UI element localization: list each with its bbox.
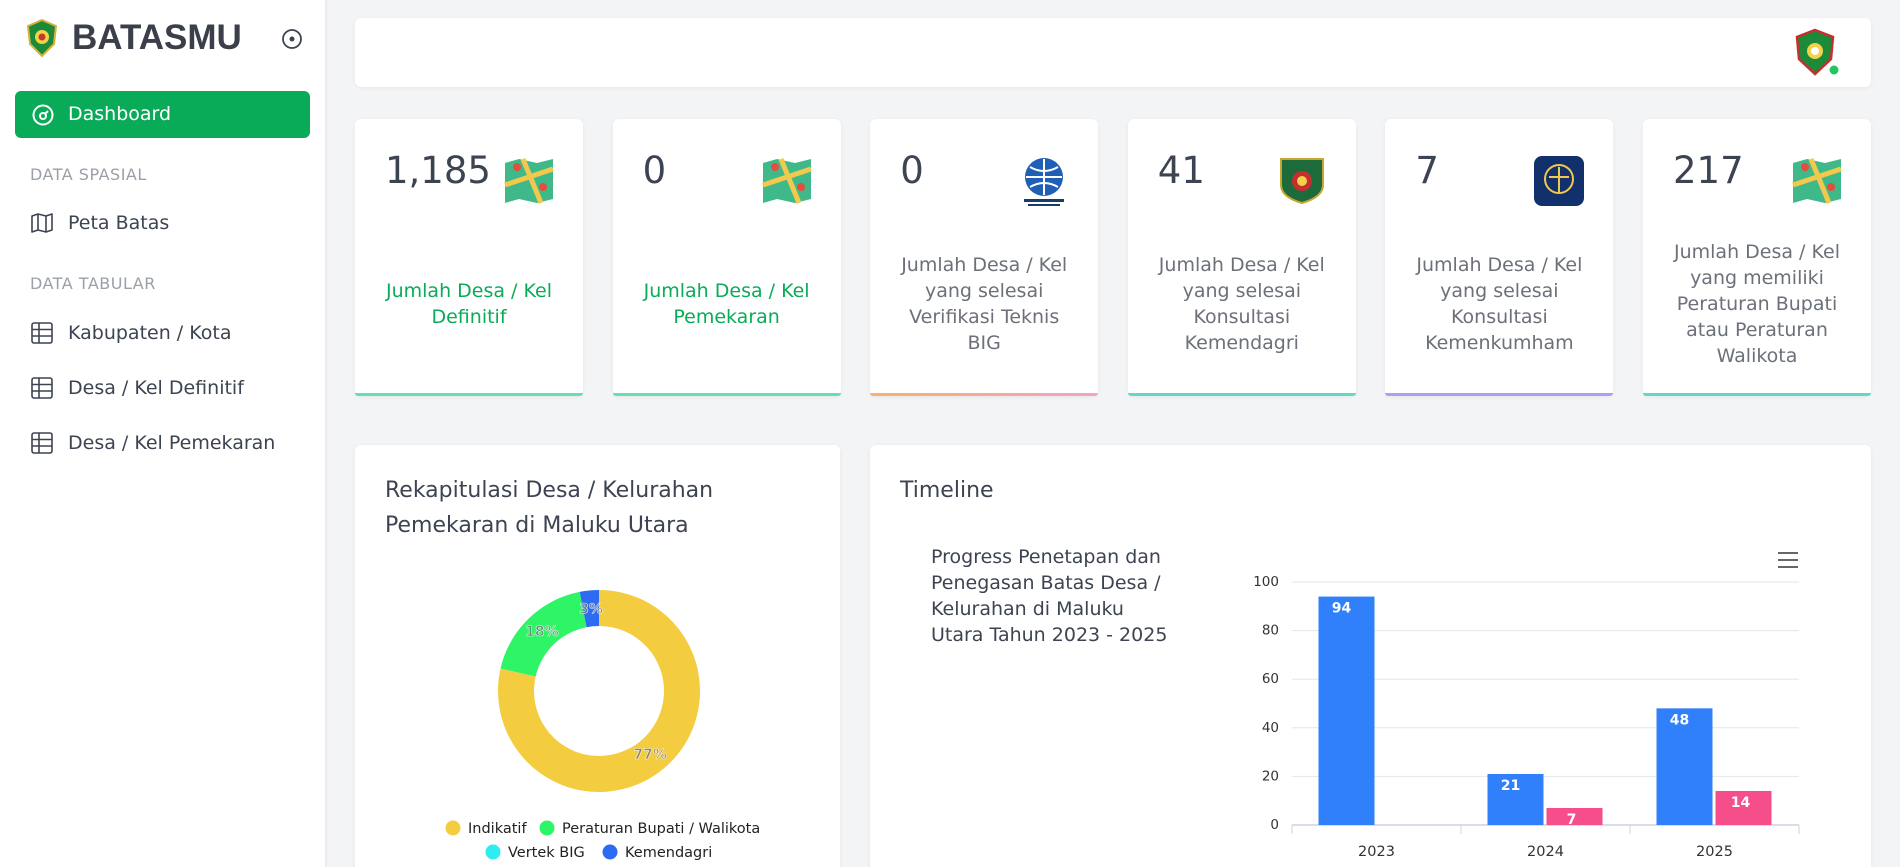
toggle-button[interactable] bbox=[280, 27, 304, 51]
brand: BATASMU bbox=[72, 18, 242, 57]
stat-card: 0 Jumlah Desa / Kel Pemekaran bbox=[612, 119, 841, 396]
nav-dashboard[interactable]: Dashboard bbox=[15, 91, 310, 138]
legend-label: Vertek BIG bbox=[508, 845, 585, 861]
y-tick-label: 20 bbox=[1262, 768, 1279, 784]
stat-icon bbox=[1018, 155, 1070, 213]
icon bbox=[1534, 156, 1585, 206]
icon bbox=[32, 104, 54, 126]
legend-label: Kemendagri bbox=[625, 845, 712, 861]
chart-title: Progress Penetapan dan Penegasan Batas D… bbox=[931, 546, 1168, 646]
x-tick-label: 2025 bbox=[1696, 844, 1733, 860]
nav-label: Desa / Kel Pemekaran bbox=[68, 432, 276, 454]
y-tick-label: 100 bbox=[1253, 574, 1279, 590]
y-tick-label: 80 bbox=[1262, 623, 1279, 639]
card-accent bbox=[355, 393, 583, 396]
stat-icon bbox=[1533, 155, 1585, 211]
nav-item[interactable]: Desa / Kel Pemekaran bbox=[30, 430, 275, 456]
stat-icon bbox=[761, 155, 813, 209]
bar bbox=[1487, 773, 1544, 825]
stat-card: 217 Jumlah Desa / Kel yang memiliki Perat… bbox=[1643, 119, 1871, 396]
stat-card: 1,185 Jumlah Desa / Kel Definitif bbox=[355, 119, 583, 396]
icon bbox=[31, 322, 53, 344]
bar bbox=[1656, 708, 1713, 825]
icon bbox=[761, 158, 812, 204]
icon bbox=[31, 213, 53, 233]
donut-slice bbox=[579, 590, 599, 628]
y-tick-label: 60 bbox=[1262, 671, 1279, 687]
icon bbox=[31, 377, 53, 399]
stat-value: 41 bbox=[1157, 149, 1205, 192]
nav-item[interactable]: Desa / Kel Definitif bbox=[30, 375, 244, 401]
stat-label: Jumlah Desa / Kel yang memiliki Peratura… bbox=[1674, 241, 1840, 367]
stat-card: 41 Jumlah Desa / Kel yang selesai Konsult… bbox=[1127, 119, 1356, 396]
data-label: 3% bbox=[579, 601, 603, 617]
top-bar bbox=[355, 18, 1871, 87]
icon bbox=[1024, 158, 1065, 206]
panel-title: Rekapitulasi Desa / Kelurahan Pemekaran … bbox=[385, 478, 714, 538]
y-tick-label: 40 bbox=[1262, 720, 1279, 736]
icon bbox=[1279, 158, 1324, 205]
logo bbox=[26, 18, 58, 58]
section-title: DATA SPASIAL bbox=[30, 165, 147, 184]
legend-swatch bbox=[445, 820, 461, 836]
section-title: DATA TABULAR bbox=[30, 274, 156, 293]
stat-label: Jumlah Desa / Kel Pemekaran bbox=[643, 280, 810, 328]
stat-label: Jumlah Desa / Kel yang selesai Verifikas… bbox=[901, 254, 1068, 354]
card-accent bbox=[1643, 393, 1871, 396]
data-label: 77% bbox=[633, 747, 667, 763]
icon bbox=[504, 158, 554, 204]
stat-label: Jumlah Desa / Kel yang selesai Konsultas… bbox=[1416, 254, 1583, 354]
legend-swatch bbox=[485, 844, 501, 860]
stat-card: 0 Jumlah Desa / Kel yang selesai Verifika… bbox=[870, 119, 1099, 396]
data-label: 48 bbox=[1670, 712, 1689, 728]
card-accent bbox=[870, 393, 1099, 396]
stat-icon bbox=[1276, 155, 1328, 209]
data-label: 7 bbox=[1567, 812, 1577, 828]
bar bbox=[1318, 596, 1375, 825]
avatar[interactable] bbox=[1793, 27, 1843, 79]
stat-card: 7 Jumlah Desa / Kel yang selesai Konsulta… bbox=[1385, 119, 1614, 396]
data-label: 21 bbox=[1501, 778, 1520, 794]
x-tick-label: 2024 bbox=[1527, 844, 1564, 860]
bar bbox=[1715, 790, 1772, 825]
data-label: 18% bbox=[525, 624, 559, 640]
data-label: 94 bbox=[1332, 601, 1352, 617]
stat-value: 217 bbox=[1673, 149, 1744, 192]
icon bbox=[31, 432, 53, 454]
stat-icon bbox=[503, 155, 555, 209]
nav-item[interactable]: Peta Batas bbox=[30, 210, 169, 236]
stat-icon bbox=[1791, 155, 1843, 209]
data-label: 14 bbox=[1731, 795, 1751, 811]
donut-panel: Rekapitulasi Desa / Kelurahan Pemekaran … bbox=[355, 445, 840, 867]
donut-slice bbox=[498, 590, 700, 792]
nav-label: Peta Batas bbox=[68, 212, 170, 234]
x-tick-label: 2023 bbox=[1358, 844, 1395, 860]
stat-value: 0 bbox=[900, 149, 924, 192]
icon bbox=[1792, 158, 1842, 204]
y-tick-label: 0 bbox=[1270, 817, 1279, 833]
legend-swatch bbox=[539, 820, 555, 836]
stat-value: 1,185 bbox=[385, 149, 491, 192]
nav-label: Desa / Kel Definitif bbox=[68, 377, 244, 399]
nav-label: Kabupaten / Kota bbox=[68, 322, 232, 344]
legend-label: Peraturan Bupati / Walikota bbox=[562, 821, 760, 837]
stat-value: 7 bbox=[1415, 149, 1439, 192]
stat-label: Jumlah Desa / Kel yang selesai Konsultas… bbox=[1158, 254, 1325, 354]
donut-slice bbox=[500, 591, 587, 677]
stat-value: 0 bbox=[642, 149, 667, 192]
nav-item[interactable]: Kabupaten / Kota bbox=[30, 320, 231, 346]
sidebar: BATASMU Dashboard DATA SPASIAL Peta Batas… bbox=[0, 0, 325, 867]
panel-title: Timeline bbox=[900, 478, 994, 503]
card-accent bbox=[1127, 393, 1356, 396]
card-accent bbox=[1385, 393, 1614, 396]
stat-label: Jumlah Desa / Kel Definitif bbox=[386, 280, 552, 328]
bar bbox=[1546, 807, 1603, 825]
card-accent bbox=[612, 393, 841, 396]
legend-swatch bbox=[602, 844, 618, 860]
nav-label: Dashboard bbox=[68, 103, 172, 125]
legend-label: Indikatif bbox=[468, 821, 527, 837]
